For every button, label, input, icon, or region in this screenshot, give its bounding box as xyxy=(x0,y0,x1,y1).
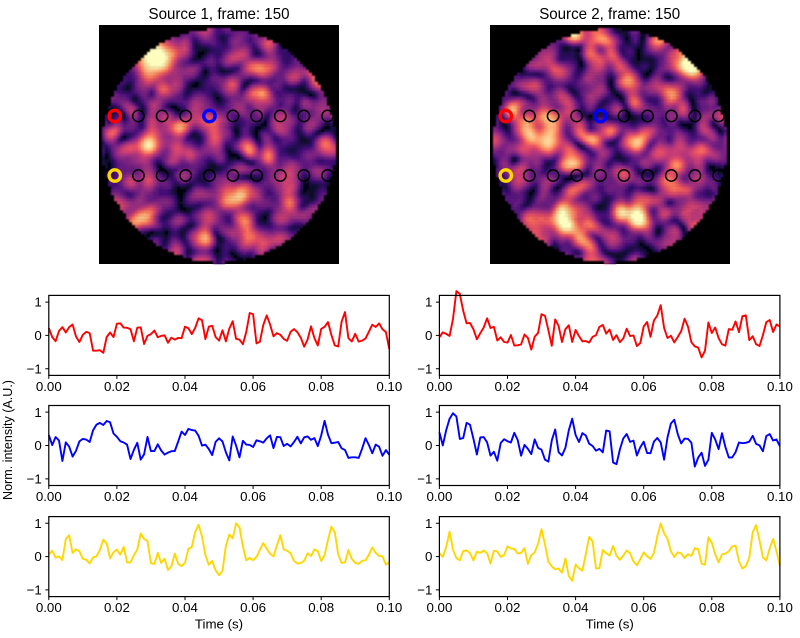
svg-text:0.02: 0.02 xyxy=(104,489,130,504)
svg-text:0.02: 0.02 xyxy=(495,489,521,504)
svg-text:0.00: 0.00 xyxy=(36,489,62,504)
svg-text:1: 1 xyxy=(425,295,432,310)
svg-text:1: 1 xyxy=(34,516,41,531)
svg-text:−1: −1 xyxy=(417,583,432,598)
svg-text:−1: −1 xyxy=(27,361,42,376)
svg-text:0.02: 0.02 xyxy=(104,379,130,394)
svg-text:0: 0 xyxy=(34,549,41,564)
svg-text:−1: −1 xyxy=(417,471,432,486)
svg-text:0.08: 0.08 xyxy=(699,379,725,394)
svg-text:0.00: 0.00 xyxy=(36,379,62,394)
svg-text:0.08: 0.08 xyxy=(308,379,334,394)
svg-text:0.00: 0.00 xyxy=(36,600,62,615)
svg-text:−1: −1 xyxy=(27,583,42,598)
svg-text:0: 0 xyxy=(425,549,432,564)
svg-text:1: 1 xyxy=(34,405,41,420)
svg-text:0.10: 0.10 xyxy=(376,489,402,504)
svg-text:0.10: 0.10 xyxy=(767,379,793,394)
svg-text:0.00: 0.00 xyxy=(426,600,452,615)
svg-text:Time (s): Time (s) xyxy=(586,617,634,632)
svg-text:0.08: 0.08 xyxy=(699,600,725,615)
svg-text:0.04: 0.04 xyxy=(563,600,589,615)
svg-text:0: 0 xyxy=(425,328,432,343)
svg-text:0.10: 0.10 xyxy=(767,489,793,504)
svg-text:0.06: 0.06 xyxy=(631,489,657,504)
svg-text:1: 1 xyxy=(34,295,41,310)
svg-text:0.04: 0.04 xyxy=(563,489,589,504)
svg-text:−1: −1 xyxy=(27,471,42,486)
svg-text:0.06: 0.06 xyxy=(240,379,266,394)
svg-text:0.04: 0.04 xyxy=(172,379,198,394)
svg-text:Time (s): Time (s) xyxy=(195,617,243,632)
svg-text:0: 0 xyxy=(34,438,41,453)
svg-text:Source 2, frame: 150: Source 2, frame: 150 xyxy=(539,6,680,23)
svg-text:0.00: 0.00 xyxy=(426,489,452,504)
svg-text:0.00: 0.00 xyxy=(426,379,452,394)
svg-text:0.06: 0.06 xyxy=(240,489,266,504)
svg-text:0: 0 xyxy=(34,328,41,343)
svg-text:0.04: 0.04 xyxy=(563,379,589,394)
svg-text:0.10: 0.10 xyxy=(376,600,402,615)
svg-text:0.10: 0.10 xyxy=(376,379,402,394)
svg-text:0.08: 0.08 xyxy=(308,600,334,615)
svg-text:0.04: 0.04 xyxy=(172,489,198,504)
svg-text:Norm. intensity (A.U.): Norm. intensity (A.U.) xyxy=(0,380,15,500)
svg-text:0.10: 0.10 xyxy=(767,600,793,615)
svg-text:1: 1 xyxy=(425,516,432,531)
svg-text:0: 0 xyxy=(425,438,432,453)
svg-text:0.08: 0.08 xyxy=(699,489,725,504)
svg-text:0.08: 0.08 xyxy=(308,489,334,504)
svg-text:0.02: 0.02 xyxy=(495,600,521,615)
svg-text:0.06: 0.06 xyxy=(240,600,266,615)
svg-text:0.06: 0.06 xyxy=(631,379,657,394)
svg-text:0.06: 0.06 xyxy=(631,600,657,615)
svg-text:−1: −1 xyxy=(417,361,432,376)
svg-text:1: 1 xyxy=(425,405,432,420)
svg-text:0.04: 0.04 xyxy=(172,600,198,615)
svg-text:0.02: 0.02 xyxy=(104,600,130,615)
svg-text:Source 1, frame: 150: Source 1, frame: 150 xyxy=(149,6,290,23)
svg-text:0.02: 0.02 xyxy=(495,379,521,394)
